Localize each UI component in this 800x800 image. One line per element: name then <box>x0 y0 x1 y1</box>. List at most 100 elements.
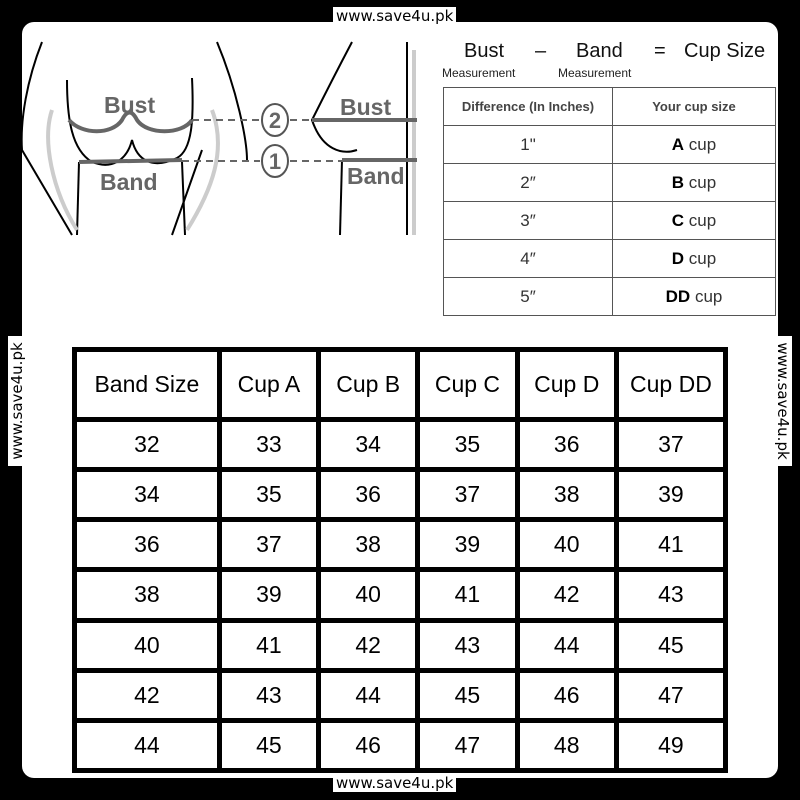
cup-size-cell: 37 <box>415 467 520 523</box>
band-size-cell: 40 <box>72 617 222 673</box>
cup-size-cell: 45 <box>216 717 322 774</box>
header-cell: Cup C <box>415 347 520 422</box>
formula-band-sub: Measurement <box>558 66 632 80</box>
diff-cell: 2″ <box>443 163 613 202</box>
cup-size-cell: 37 <box>216 517 322 573</box>
front-band-label: Band <box>100 169 158 195</box>
cup-size-cell: 46 <box>316 717 421 774</box>
table-header-row: Band Size Cup A Cup B Cup C Cup D Cup DD <box>72 347 729 422</box>
table-row: 36 37 38 39 40 41 <box>72 517 729 573</box>
header-cell: Cup D <box>514 347 619 422</box>
watermark-bottom: www.save4u.pk <box>333 774 457 792</box>
cup-letter: D <box>671 248 685 268</box>
cup-size-cell: 44 <box>316 667 421 723</box>
formula-bust: Bust <box>464 40 505 62</box>
cup-cell: A cup <box>612 125 776 164</box>
cup-size-cell: 39 <box>613 467 729 523</box>
cup-size-cell: 47 <box>415 717 520 774</box>
cup-size-cell: 45 <box>613 617 729 673</box>
cup-size-formula: Bust – Band = Cup Size Measurement Measu… <box>440 38 780 88</box>
cup-size-cell: 38 <box>316 517 421 573</box>
front-bust-label: Bust <box>104 92 155 118</box>
header-cell: Cup A <box>216 347 322 422</box>
watermark-left: www.save4u.pk <box>8 336 26 466</box>
cup-cell: C cup <box>612 201 776 240</box>
cup-size-cell: 43 <box>415 617 520 673</box>
cup-size-cell: 41 <box>415 567 520 623</box>
cup-word: cup <box>688 172 717 192</box>
measurement-illustration: 2 1 Bust Band Bust Band <box>22 41 417 236</box>
band-size-cell: 42 <box>72 667 222 723</box>
cup-size-cell: 42 <box>316 617 421 673</box>
cup-size-cell: 34 <box>316 416 421 473</box>
cup-size-cell: 40 <box>514 517 619 573</box>
cup-word: cup <box>688 248 717 268</box>
cup-word: cup <box>688 134 717 154</box>
header-cell: Difference (In Inches) <box>443 87 613 126</box>
diff-cell: 4″ <box>443 239 613 278</box>
formula-result: Cup Size <box>684 40 766 62</box>
marker-bust: 2 <box>269 108 281 133</box>
cup-size-cell: 36 <box>316 467 421 523</box>
cup-cell: D cup <box>612 239 776 278</box>
cup-word: cup <box>694 286 723 306</box>
band-size-cell: 38 <box>72 567 222 623</box>
cup-size-cell: 38 <box>514 467 619 523</box>
header-cell: Cup DD <box>613 347 729 422</box>
table-row: 1" A cup <box>443 125 776 164</box>
cup-size-cell: 47 <box>613 667 729 723</box>
cup-cell: DD cup <box>612 277 776 316</box>
cup-size-cell: 35 <box>415 416 520 473</box>
table-header-row: Difference (In Inches) Your cup size <box>443 87 776 126</box>
cup-size-cell: 46 <box>514 667 619 723</box>
table-row: 4″ D cup <box>443 239 776 278</box>
table-row: 5″ DD cup <box>443 277 776 316</box>
band-size-cell: 32 <box>72 416 222 473</box>
band-size-cell: 34 <box>72 467 222 523</box>
table-row: 34 35 36 37 38 39 <box>72 467 729 523</box>
cup-letter: C <box>671 210 685 230</box>
band-size-cell: 36 <box>72 517 222 573</box>
diff-cell: 5″ <box>443 277 613 316</box>
diff-cell: 1" <box>443 125 613 164</box>
cup-size-cell: 37 <box>613 416 729 473</box>
table-row: 3″ C cup <box>443 201 776 240</box>
header-cell: Cup B <box>316 347 421 422</box>
watermark-right: www.save4u.pk <box>774 336 792 466</box>
table-row: 38 39 40 41 42 43 <box>72 567 729 623</box>
table-row: 32 33 34 35 36 37 <box>72 416 729 473</box>
formula-band: Band <box>576 40 623 62</box>
table-row: 40 41 42 43 44 45 <box>72 617 729 673</box>
side-bust-label: Bust <box>340 94 391 120</box>
cup-size-cell: 41 <box>216 617 322 673</box>
cup-size-cell: 41 <box>613 517 729 573</box>
cup-size-cell: 44 <box>514 617 619 673</box>
side-band-label: Band <box>347 163 405 189</box>
cup-size-cell: 36 <box>514 416 619 473</box>
header-cell: Your cup size <box>612 87 776 126</box>
band-size-cell: 44 <box>72 717 222 774</box>
formula-equals: = <box>654 40 666 62</box>
cup-size-cell: 33 <box>216 416 322 473</box>
table-row: 44 45 46 47 48 49 <box>72 717 729 774</box>
difference-table: Difference (In Inches) Your cup size 1" A… <box>443 87 776 316</box>
cup-word: cup <box>688 210 717 230</box>
table-row: 42 43 44 45 46 47 <box>72 667 729 723</box>
cup-size-cell: 40 <box>316 567 421 623</box>
bra-size-table: Band Size Cup A Cup B Cup C Cup D Cup DD 32 33 3… <box>72 347 729 774</box>
cup-size-cell: 43 <box>216 667 322 723</box>
watermark-top: www.save4u.pk <box>333 7 457 25</box>
table-row: 2″ B cup <box>443 163 776 202</box>
formula-minus: – <box>535 40 547 62</box>
cup-size-cell: 45 <box>415 667 520 723</box>
diff-cell: 3″ <box>443 201 613 240</box>
cup-letter: A <box>671 134 685 154</box>
cup-size-cell: 35 <box>216 467 322 523</box>
cup-size-cell: 39 <box>216 567 322 623</box>
cup-size-cell: 42 <box>514 567 619 623</box>
marker-band: 1 <box>269 149 281 174</box>
cup-size-cell: 39 <box>415 517 520 573</box>
cup-cell: B cup <box>612 163 776 202</box>
cup-letter: B <box>671 172 685 192</box>
header-cell: Band Size <box>72 347 222 422</box>
